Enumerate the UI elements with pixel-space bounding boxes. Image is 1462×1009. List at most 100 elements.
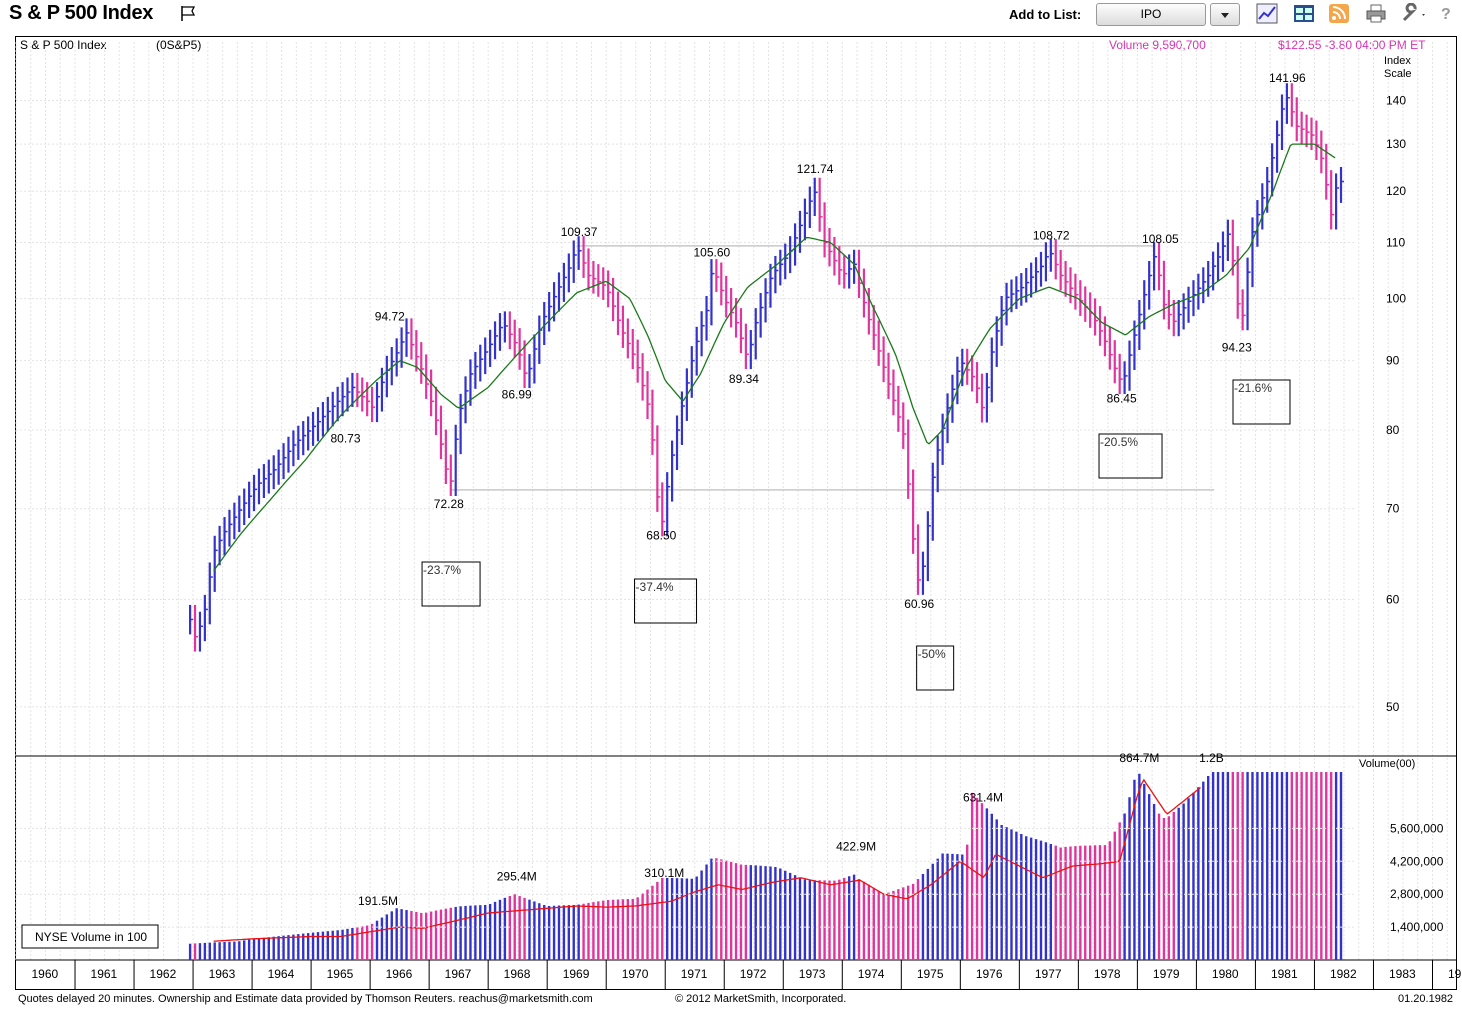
volume-legend-label: NYSE Volume in 100 — [35, 930, 147, 944]
drawdown-box — [1098, 433, 1163, 479]
volume-average-line — [213, 778, 1201, 942]
y-tick-label: 130 — [1386, 137, 1406, 151]
index-name: S & P 500 Index — [20, 38, 107, 52]
price-label: 108.72 — [1033, 228, 1070, 242]
volume-readout: Volume 9,590,700 — [1109, 38, 1206, 52]
volume-tick-label: 4,200,000 — [1390, 854, 1444, 868]
price-label: 108.05 — [1142, 232, 1179, 246]
x-tick-label: 1965 — [327, 967, 354, 981]
price-label: 105.60 — [693, 246, 730, 260]
flag-icon[interactable] — [180, 4, 196, 22]
x-tick-label: 1973 — [799, 967, 826, 981]
price-label: 80.73 — [331, 432, 361, 446]
volume-label: 191.5M — [358, 894, 398, 908]
x-tick-label: 1981 — [1271, 967, 1298, 981]
x-tick-label: 1983 — [1389, 967, 1416, 981]
x-tick-label: 1961 — [91, 967, 118, 981]
y-tick-label: 140 — [1386, 93, 1406, 107]
price-label: 86.45 — [1107, 391, 1137, 405]
y-tick-label: 80 — [1386, 423, 1400, 437]
list-select[interactable]: IPO — [1096, 3, 1206, 26]
x-tick-label: 1969 — [563, 967, 590, 981]
drawdown-box — [916, 645, 955, 691]
help-icon[interactable]: ? — [1438, 3, 1454, 24]
volume-tick-label: 2,800,000 — [1390, 887, 1444, 901]
y-tick-label: 90 — [1386, 354, 1400, 368]
drawdown-label: -20.5% — [1100, 435, 1138, 449]
y-tick-label: 70 — [1386, 502, 1400, 516]
volume-label: 864.7M — [1119, 751, 1159, 765]
price-label: 60.96 — [904, 597, 934, 611]
x-tick-label: 1975 — [917, 967, 944, 981]
drawdown-box — [421, 561, 481, 607]
volume-tick-label: 5,600,000 — [1390, 821, 1444, 835]
print-icon[interactable] — [1365, 3, 1387, 24]
page-title: S & P 500 Index — [9, 2, 154, 24]
chevron-down-icon — [1221, 13, 1229, 18]
x-tick-label: 1980 — [1212, 967, 1239, 981]
price-readout: $122.55 -3.80 04:00 PM ET — [1278, 38, 1426, 52]
drawdown-label: -37.4% — [636, 580, 674, 594]
rss-icon[interactable] — [1328, 3, 1350, 24]
volume-label: 1.2B — [1199, 751, 1224, 765]
volume-label: 422.9M — [836, 840, 876, 854]
x-tick-label: 1979 — [1153, 967, 1180, 981]
drawdown-label: -23.7% — [423, 563, 461, 577]
y-tick-label: 110 — [1386, 235, 1405, 249]
drawdown-label: -50% — [918, 647, 946, 661]
index-symbol: (0S&P5) — [156, 38, 202, 52]
y-tick-label: 50 — [1386, 700, 1400, 714]
drawdown-box — [1232, 379, 1291, 425]
x-tick-label: 1974 — [858, 967, 885, 981]
price-label: 72.28 — [434, 497, 464, 511]
x-tick-label: 1960 — [32, 967, 59, 981]
volume-legend-box — [21, 924, 159, 949]
add-to-list-label: Add to List: — [1009, 7, 1082, 22]
drawdown-label: -21.6% — [1234, 381, 1272, 395]
price-label: 86.99 — [502, 388, 532, 402]
x-tick-label: 1968 — [504, 967, 531, 981]
price-label: 68.50 — [646, 528, 676, 542]
volume-label: 310.1M — [644, 866, 684, 880]
svg-text:?: ? — [1441, 6, 1451, 23]
x-tick-label: 1967 — [445, 967, 472, 981]
x-tick-label: 1982 — [1330, 967, 1357, 981]
footer-disclaimer: Quotes delayed 20 minutes. Ownership and… — [18, 993, 593, 1005]
volume-label: 631.4M — [963, 791, 1003, 805]
y-tick-label: 120 — [1386, 184, 1406, 198]
wrench-icon[interactable] — [1400, 3, 1430, 24]
footer-date: 01.20.1982 — [1398, 993, 1454, 1005]
x-tick-label: 1964 — [268, 967, 295, 981]
price-label: 121.74 — [797, 162, 834, 176]
volume-label: 295.4M — [497, 870, 537, 884]
price-label: 89.34 — [729, 372, 759, 386]
x-tick-label: 1978 — [1094, 967, 1121, 981]
y-tick-label: 60 — [1386, 592, 1400, 606]
moving-average-line — [213, 143, 1336, 572]
drawdown-box — [634, 578, 698, 624]
list-dropdown-button[interactable] — [1210, 3, 1240, 26]
chart-panel — [15, 36, 1457, 990]
x-tick-label: 1977 — [1035, 967, 1062, 981]
line-chart-icon[interactable] — [1256, 3, 1278, 24]
price-label: 94.23 — [1222, 341, 1252, 355]
grid-layout-icon[interactable] — [1293, 3, 1315, 24]
price-label: 141.96 — [1269, 71, 1306, 85]
x-tick-label: 1962 — [150, 967, 177, 981]
volume-tick-label: 1,400,000 — [1390, 920, 1444, 934]
x-tick-label: 1972 — [740, 967, 767, 981]
price-label: 109.37 — [561, 225, 598, 239]
y-axis-title: Scale — [1384, 68, 1412, 80]
x-tick-label: 1976 — [976, 967, 1003, 981]
footer-copyright: © 2012 MarketSmith, Incorporated. — [675, 993, 847, 1005]
y-tick-label: 100 — [1386, 292, 1406, 306]
x-tick-label: 1966 — [386, 967, 413, 981]
x-tick-label: 1963 — [209, 967, 236, 981]
x-tick-label: 19 — [1448, 967, 1462, 981]
y-axis-title: Index — [1384, 55, 1411, 67]
volume-axis-title: Volume(00) — [1359, 758, 1415, 770]
price-label: 94.72 — [375, 310, 405, 324]
x-tick-label: 1971 — [681, 967, 708, 981]
x-tick-label: 1970 — [622, 967, 649, 981]
